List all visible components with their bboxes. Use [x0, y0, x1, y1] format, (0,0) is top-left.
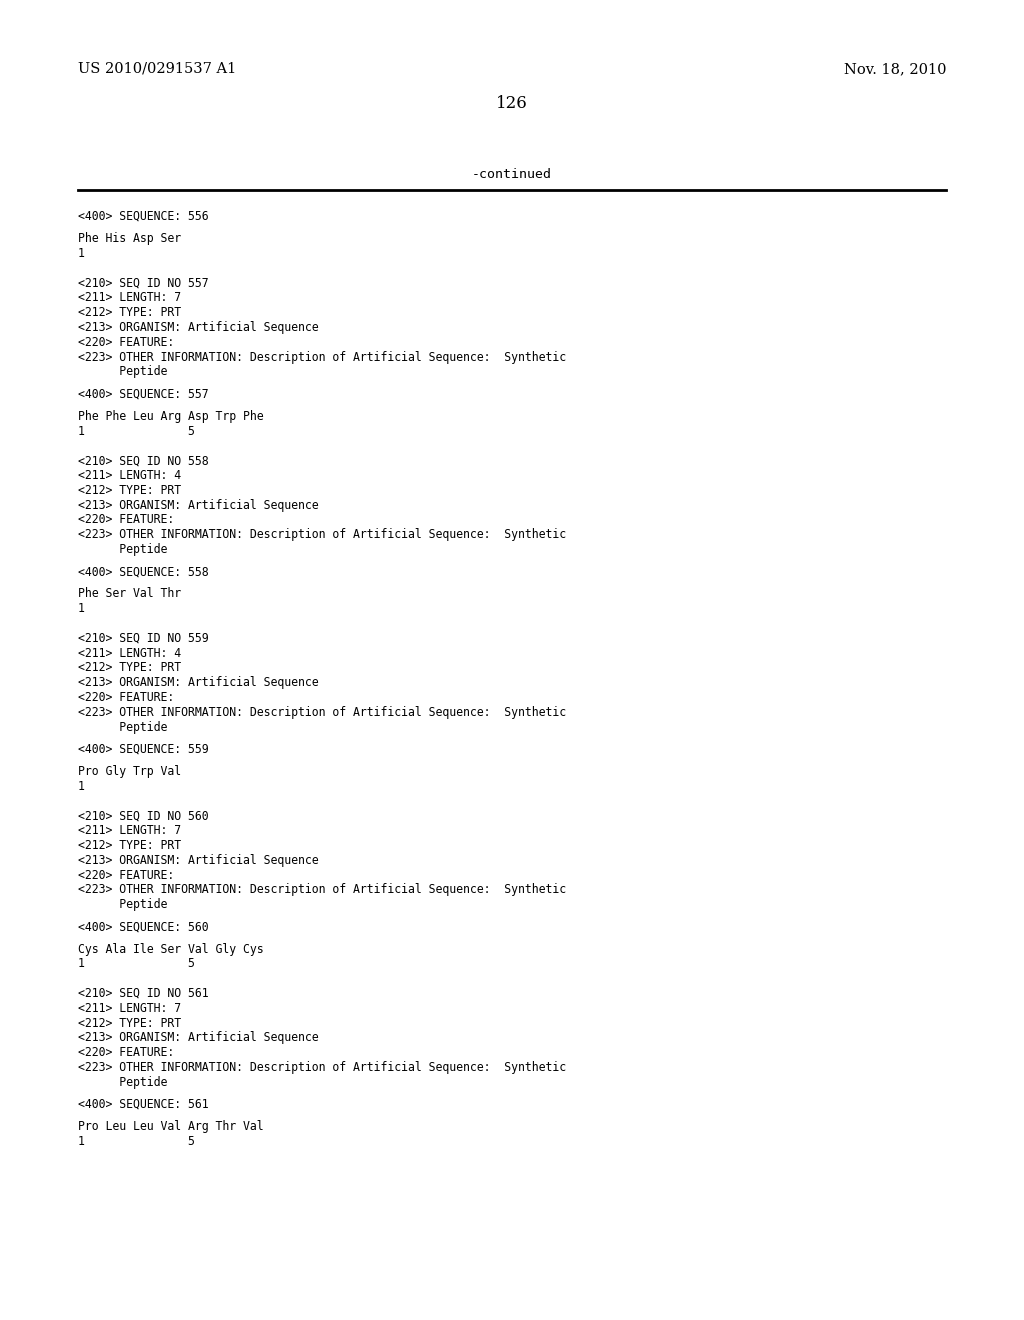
Text: 1               5: 1 5 [78, 957, 195, 970]
Text: Pro Gly Trp Val: Pro Gly Trp Val [78, 766, 181, 777]
Text: Phe Ser Val Thr: Phe Ser Val Thr [78, 587, 181, 601]
Text: <212> TYPE: PRT: <212> TYPE: PRT [78, 484, 181, 496]
Text: <213> ORGANISM: Artificial Sequence: <213> ORGANISM: Artificial Sequence [78, 499, 318, 512]
Text: Phe His Asp Ser: Phe His Asp Ser [78, 232, 181, 246]
Text: Peptide: Peptide [78, 721, 167, 734]
Text: <400> SEQUENCE: 560: <400> SEQUENCE: 560 [78, 920, 209, 933]
Text: Peptide: Peptide [78, 543, 167, 556]
Text: Nov. 18, 2010: Nov. 18, 2010 [844, 62, 946, 77]
Text: <400> SEQUENCE: 559: <400> SEQUENCE: 559 [78, 743, 209, 756]
Text: <223> OTHER INFORMATION: Description of Artificial Sequence:  Synthetic: <223> OTHER INFORMATION: Description of … [78, 883, 566, 896]
Text: <212> TYPE: PRT: <212> TYPE: PRT [78, 1016, 181, 1030]
Text: <210> SEQ ID NO 558: <210> SEQ ID NO 558 [78, 454, 209, 467]
Text: <211> LENGTH: 7: <211> LENGTH: 7 [78, 1002, 181, 1015]
Text: 1               5: 1 5 [78, 425, 195, 438]
Text: <210> SEQ ID NO 560: <210> SEQ ID NO 560 [78, 809, 209, 822]
Text: <223> OTHER INFORMATION: Description of Artificial Sequence:  Synthetic: <223> OTHER INFORMATION: Description of … [78, 706, 566, 719]
Text: <211> LENGTH: 4: <211> LENGTH: 4 [78, 469, 181, 482]
Text: <400> SEQUENCE: 557: <400> SEQUENCE: 557 [78, 388, 209, 400]
Text: Peptide: Peptide [78, 366, 167, 379]
Text: <210> SEQ ID NO 559: <210> SEQ ID NO 559 [78, 632, 209, 644]
Text: <210> SEQ ID NO 561: <210> SEQ ID NO 561 [78, 987, 209, 1001]
Text: 1: 1 [78, 247, 85, 260]
Text: <400> SEQUENCE: 556: <400> SEQUENCE: 556 [78, 210, 209, 223]
Text: <211> LENGTH: 7: <211> LENGTH: 7 [78, 292, 181, 305]
Text: 1: 1 [78, 780, 85, 793]
Text: <212> TYPE: PRT: <212> TYPE: PRT [78, 840, 181, 851]
Text: Pro Leu Leu Val Arg Thr Val: Pro Leu Leu Val Arg Thr Val [78, 1121, 263, 1133]
Text: Peptide: Peptide [78, 898, 167, 911]
Text: Phe Phe Leu Arg Asp Trp Phe: Phe Phe Leu Arg Asp Trp Phe [78, 409, 263, 422]
Text: <223> OTHER INFORMATION: Description of Artificial Sequence:  Synthetic: <223> OTHER INFORMATION: Description of … [78, 1061, 566, 1074]
Text: <210> SEQ ID NO 557: <210> SEQ ID NO 557 [78, 277, 209, 289]
Text: Peptide: Peptide [78, 1076, 167, 1089]
Text: <211> LENGTH: 4: <211> LENGTH: 4 [78, 647, 181, 660]
Text: 1: 1 [78, 602, 85, 615]
Text: <220> FEATURE:: <220> FEATURE: [78, 1047, 174, 1059]
Text: Cys Ala Ile Ser Val Gly Cys: Cys Ala Ile Ser Val Gly Cys [78, 942, 263, 956]
Text: <223> OTHER INFORMATION: Description of Artificial Sequence:  Synthetic: <223> OTHER INFORMATION: Description of … [78, 351, 566, 363]
Text: <213> ORGANISM: Artificial Sequence: <213> ORGANISM: Artificial Sequence [78, 321, 318, 334]
Text: <400> SEQUENCE: 558: <400> SEQUENCE: 558 [78, 565, 209, 578]
Text: <211> LENGTH: 7: <211> LENGTH: 7 [78, 824, 181, 837]
Text: <220> FEATURE:: <220> FEATURE: [78, 690, 174, 704]
Text: <213> ORGANISM: Artificial Sequence: <213> ORGANISM: Artificial Sequence [78, 854, 318, 867]
Text: <400> SEQUENCE: 561: <400> SEQUENCE: 561 [78, 1098, 209, 1111]
Text: <223> OTHER INFORMATION: Description of Artificial Sequence:  Synthetic: <223> OTHER INFORMATION: Description of … [78, 528, 566, 541]
Text: -continued: -continued [472, 168, 552, 181]
Text: <212> TYPE: PRT: <212> TYPE: PRT [78, 306, 181, 319]
Text: <213> ORGANISM: Artificial Sequence: <213> ORGANISM: Artificial Sequence [78, 1031, 318, 1044]
Text: 1               5: 1 5 [78, 1135, 195, 1148]
Text: <213> ORGANISM: Artificial Sequence: <213> ORGANISM: Artificial Sequence [78, 676, 318, 689]
Text: <212> TYPE: PRT: <212> TYPE: PRT [78, 661, 181, 675]
Text: US 2010/0291537 A1: US 2010/0291537 A1 [78, 62, 237, 77]
Text: 126: 126 [496, 95, 528, 112]
Text: <220> FEATURE:: <220> FEATURE: [78, 869, 174, 882]
Text: <220> FEATURE:: <220> FEATURE: [78, 513, 174, 527]
Text: <220> FEATURE:: <220> FEATURE: [78, 335, 174, 348]
